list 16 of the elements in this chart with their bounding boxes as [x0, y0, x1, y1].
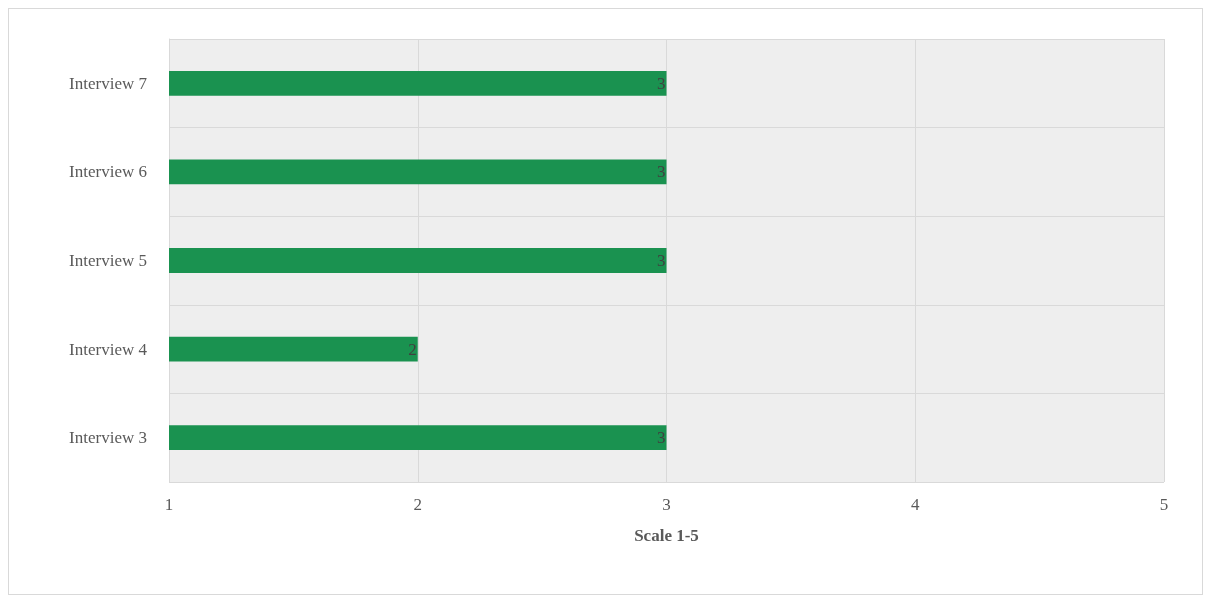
x-tick-label: 5	[1159, 495, 1169, 514]
y-tick-label: Interview 6	[69, 162, 147, 182]
y-tick-label: Interview 4	[69, 339, 148, 359]
y-tick-label: Interview 7	[69, 73, 148, 93]
data-label: 2	[408, 339, 417, 359]
x-tick-label: 3	[662, 495, 671, 514]
data-label: 3	[657, 162, 666, 182]
x-tick-label: 4	[911, 495, 920, 514]
data-label: 3	[657, 251, 666, 270]
y-tick-label: Interview 5	[69, 251, 147, 270]
x-tick-label: 1	[164, 495, 174, 514]
data-label: 3	[657, 73, 666, 93]
data-label: 3	[657, 428, 666, 448]
x-axis-title: Scale 1-5	[634, 526, 699, 545]
y-tick-label: Interview 3	[69, 428, 147, 448]
x-tick-label: 2	[413, 495, 422, 514]
